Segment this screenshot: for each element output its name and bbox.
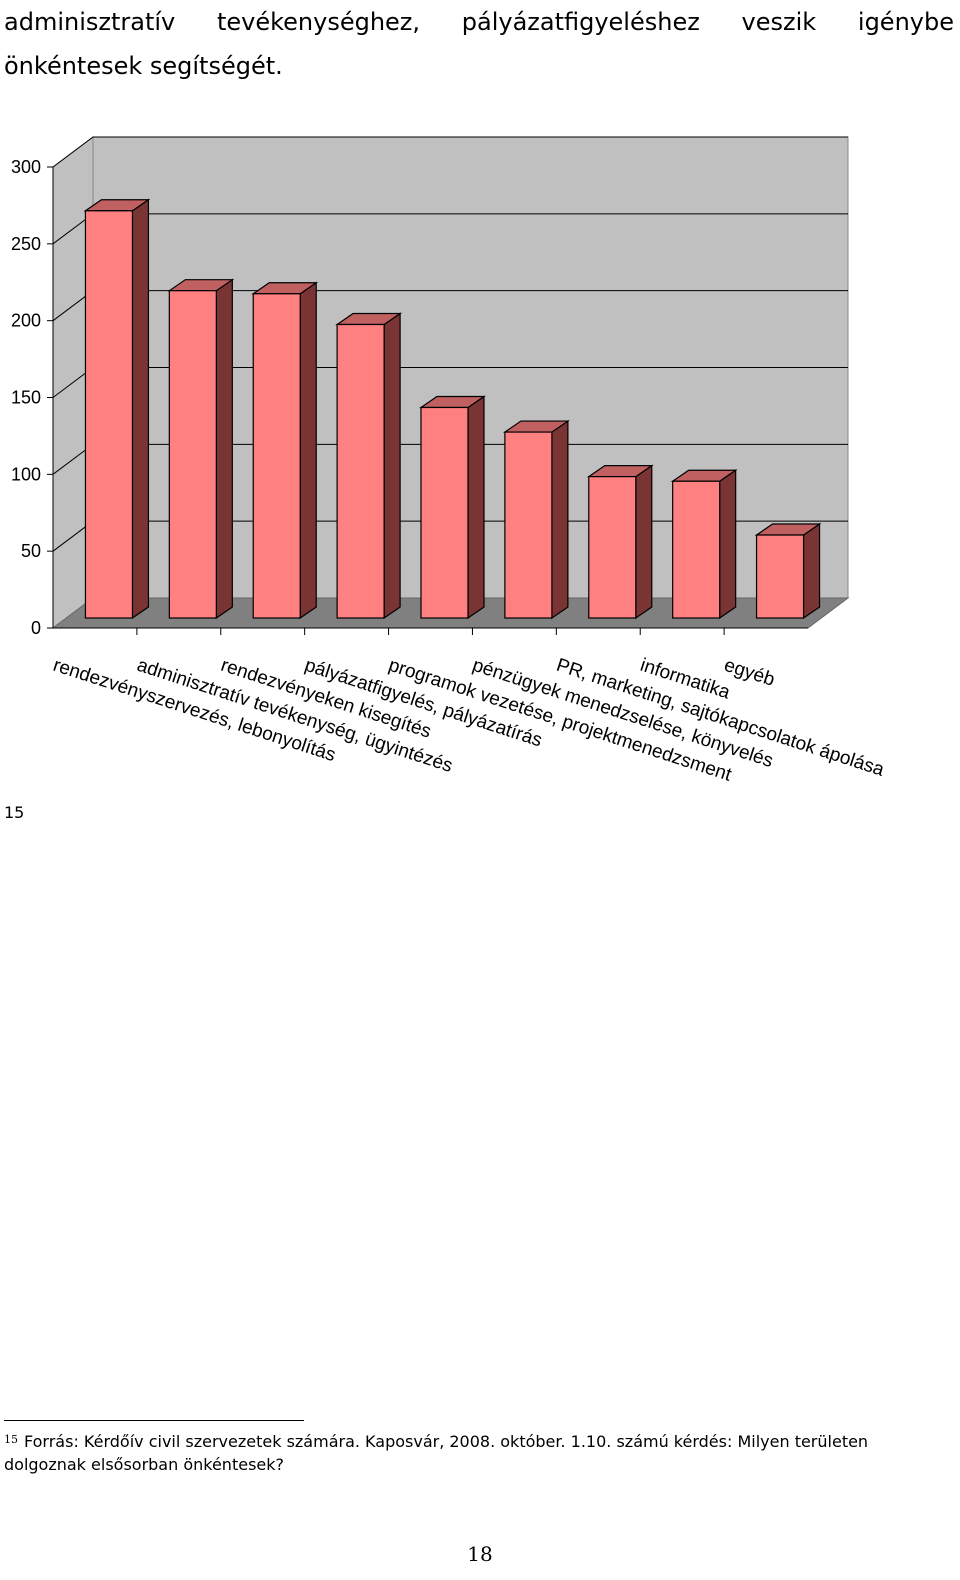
footnote-number: 15: [4, 1433, 18, 1446]
intro-word: veszik: [741, 8, 817, 36]
intro-word: adminisztratív: [4, 8, 176, 36]
y-tick-label: 300: [11, 157, 41, 177]
bar-side: [467, 395, 485, 620]
bar: [755, 534, 805, 619]
bar: [588, 476, 637, 619]
bar: [672, 480, 721, 619]
footnote-text: Forrás: Kérdőív civil szervezetek számár…: [4, 1432, 869, 1474]
bar-side: [719, 469, 737, 620]
intro-word: pályázatfigyeléshez: [461, 8, 700, 36]
y-tick-label: 50: [21, 541, 41, 561]
page-number: 18: [467, 1542, 493, 1566]
bar-side: [299, 281, 317, 620]
intro-line-1: adminisztratív tevékenységhez, pályázatf…: [4, 0, 954, 44]
bar-side: [802, 522, 821, 620]
y-tick-label: 150: [11, 388, 41, 408]
y-tick-label: 0: [31, 618, 41, 638]
bar-side: [131, 198, 150, 620]
gridline: [52, 136, 848, 168]
intro-word: igénybe: [857, 8, 954, 36]
bar-side: [635, 464, 653, 620]
bar-side: [215, 278, 233, 620]
footnote: 15 Forrás: Kérdőív civil szervezetek szám…: [4, 1430, 954, 1476]
intro-word: tevékenységhez,: [216, 8, 421, 36]
y-tick-label: 100: [11, 464, 41, 484]
y-tick-label: 250: [11, 234, 41, 254]
intro-paragraph: adminisztratív tevékenységhez, pályázatf…: [4, 0, 954, 88]
bar: [504, 431, 553, 619]
intro-line-2: önkéntesek segítségét.: [4, 52, 283, 80]
footnote-divider: [4, 1420, 304, 1421]
bar: [84, 210, 134, 619]
y-tick-label: 200: [11, 311, 41, 331]
bar: [336, 323, 385, 619]
bar: [252, 293, 301, 619]
bar-side: [383, 312, 401, 620]
bar: [168, 290, 217, 619]
bar-side: [551, 419, 569, 620]
bar: [420, 406, 469, 619]
footnote-marker: 15: [4, 803, 25, 822]
